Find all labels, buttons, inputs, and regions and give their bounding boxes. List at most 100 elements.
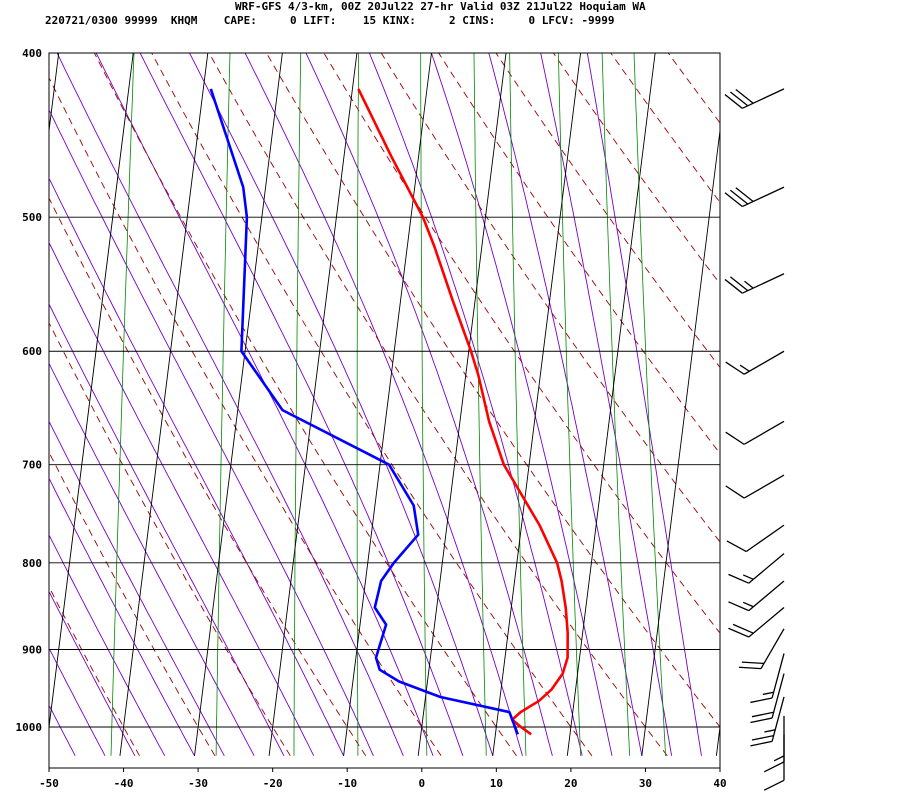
wind-barb-shaft	[748, 553, 785, 584]
wind-barb-feather	[725, 431, 745, 445]
wind-barb-feather	[728, 627, 750, 638]
mixing-ratio-line	[293, 53, 302, 756]
isotherm	[194, 53, 283, 756]
wind-barb-feather	[742, 574, 754, 580]
x-tick-label: 30	[639, 777, 652, 790]
chart-title-line: WRF-GFS 4/3-km, 00Z 20Jul22 27-hr Valid …	[235, 0, 646, 13]
dry-adiabat	[93, 53, 517, 757]
wind-barb-shaft	[771, 673, 785, 719]
mixing-ratio-line	[356, 53, 360, 756]
wind-barb	[750, 673, 785, 724]
moist-adiabat	[49, 590, 136, 757]
wind-barb-feather	[750, 717, 773, 724]
wind-barb-feather	[751, 711, 774, 718]
dry-adiabat	[726, 53, 900, 756]
wind-barb-shaft	[748, 580, 785, 612]
wind-barb-feather	[725, 485, 745, 499]
wind-barb-feather	[724, 192, 743, 208]
wind-barb-feather	[730, 276, 749, 292]
isotherm	[49, 53, 134, 731]
p-tick-label: 900	[22, 643, 42, 656]
p-tick-label: 600	[22, 345, 42, 358]
isotherm	[119, 53, 209, 756]
x-tick-label: -40	[114, 777, 134, 790]
wind-barb-feather	[728, 601, 750, 612]
mixing-ratio-line	[633, 53, 666, 756]
wind-barb-feather	[773, 755, 785, 762]
dry-adiabat	[667, 53, 720, 124]
mixing-ratio-line	[601, 53, 631, 756]
moist-adiabat	[49, 647, 106, 757]
moist-adiabat	[244, 53, 523, 756]
wind-barb	[728, 553, 785, 584]
wind-barb	[726, 524, 785, 553]
wind-barb	[725, 420, 785, 445]
dry-adiabat	[49, 197, 367, 757]
moist-adiabat	[49, 177, 345, 756]
dry-adiabat	[49, 321, 291, 757]
moist-adiabat	[368, 53, 583, 756]
x-tick-label: -30	[188, 777, 208, 790]
mixing-ratio-line	[420, 53, 428, 756]
x-tick-label: 0	[418, 777, 425, 790]
wind-barb	[724, 186, 785, 208]
dry-adiabat	[783, 53, 900, 756]
wind-barb-shaft	[748, 606, 785, 638]
wind-barb	[724, 88, 785, 109]
isotherm	[343, 53, 432, 756]
wind-barb-feather	[741, 661, 765, 665]
wind-barb	[724, 273, 785, 294]
p-tick-label: 1000	[16, 721, 43, 734]
moist-adiabat	[49, 420, 225, 757]
mixing-ratio-line	[110, 53, 135, 756]
isotherm	[268, 53, 358, 756]
wind-barb-shaft	[742, 186, 785, 208]
wind-barb	[725, 350, 785, 375]
dry-adiabat	[553, 53, 720, 285]
p-tick-label: 700	[22, 459, 42, 472]
x-tick-label: 40	[713, 777, 726, 790]
wind-barb-shaft	[743, 350, 785, 375]
dry-adiabat	[49, 585, 140, 757]
p-tick-label: 500	[22, 211, 42, 224]
moist-adiabat	[49, 302, 285, 757]
wind-barb-feather	[724, 94, 743, 109]
wind-barb-feather	[735, 88, 754, 104]
moist-adiabat	[95, 53, 434, 756]
isotherm	[417, 53, 507, 756]
wind-barb	[728, 606, 785, 638]
wind-barb-shaft	[760, 628, 785, 669]
wind-barb-shaft	[742, 273, 785, 294]
wind-barb-feather	[750, 697, 773, 704]
wind-barb-feather	[730, 189, 749, 205]
dry-adiabat	[380, 53, 720, 543]
dewpoint-line	[209, 88, 520, 735]
moist-adiabat	[49, 241, 315, 757]
wind-barb	[738, 628, 785, 670]
wind-barb-feather	[739, 364, 750, 372]
isotherm	[715, 723, 720, 756]
wind-barb-feather	[742, 601, 754, 608]
moist-adiabat	[540, 53, 673, 756]
wind-barb	[763, 734, 785, 791]
wind-barb	[728, 580, 785, 612]
p-tick-label: 800	[22, 557, 42, 570]
x-tick-label: -20	[263, 777, 283, 790]
wind-barb-feather	[763, 779, 785, 791]
wind-barb	[725, 474, 785, 499]
isotherm	[566, 53, 656, 756]
wind-barb-shaft	[743, 474, 785, 499]
wind-barb-feather	[724, 278, 743, 294]
moist-adiabat	[49, 362, 255, 757]
dry-adiabat	[49, 76, 442, 757]
wind-barb-shaft	[771, 696, 785, 742]
isotherm	[492, 53, 582, 756]
x-tick-label: 20	[564, 777, 577, 790]
dry-adiabat	[438, 53, 720, 455]
isotherm	[641, 126, 720, 756]
wind-barb-feather	[744, 280, 754, 289]
dry-adiabat	[151, 53, 593, 757]
mixing-ratio-line	[473, 53, 487, 756]
wind-barb-feather	[750, 740, 773, 747]
